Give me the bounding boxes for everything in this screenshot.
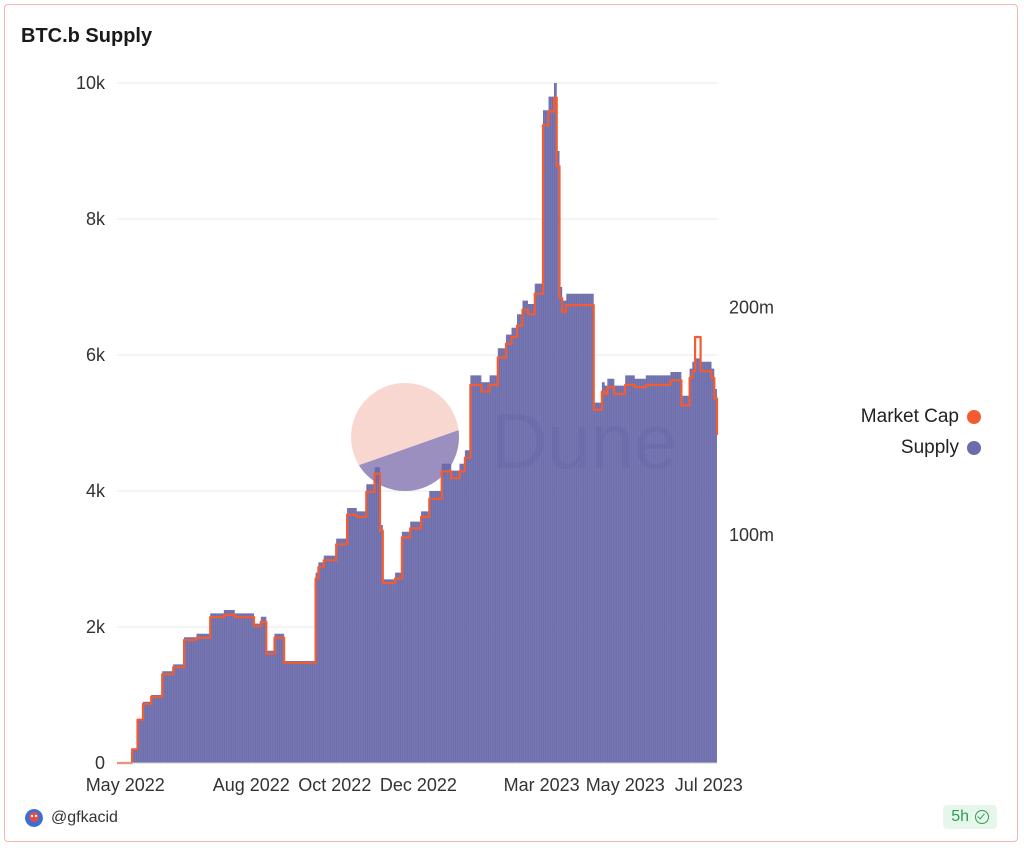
y-right-tick-label: 100m: [729, 525, 774, 545]
freshness-badge[interactable]: 5h: [943, 805, 997, 829]
chart-title: BTC.b Supply: [21, 25, 153, 47]
legend: Market Cap Supply: [861, 401, 981, 463]
chart-card: BTC.b Supply Dune 02k4k6k8k10k100m200mMa…: [4, 4, 1018, 842]
market-cap-line: [117, 96, 719, 765]
y-tick-label: 0: [95, 753, 105, 773]
x-tick-label: Aug 2022: [213, 775, 290, 795]
legend-dot-supply: [967, 440, 981, 455]
x-tick-label: Oct 2022: [298, 775, 371, 795]
check-circle-icon: [975, 810, 989, 824]
legend-item-supply[interactable]: Supply: [861, 432, 981, 463]
x-tick-label: Mar 2023: [504, 775, 580, 795]
y-tick-label: 6k: [86, 345, 106, 365]
y-tick-label: 8k: [86, 209, 106, 229]
author-username: @gfkacid: [51, 809, 118, 826]
avatar-icon: [25, 809, 43, 827]
avatar: [25, 809, 43, 827]
y-tick-label: 10k: [76, 73, 106, 93]
axis-layer: 0 2k 4k 6k 8k 10k 100m 200m May 2022 Aug 2022 Oct …: [76, 73, 774, 795]
y-tick-label: 4k: [86, 481, 106, 501]
author[interactable]: @gfkacid: [25, 809, 118, 827]
x-tick-label: May 2022: [86, 775, 165, 795]
legend-dot-market-cap: [967, 409, 981, 424]
x-tick-label: Dec 2022: [380, 775, 457, 795]
legend-item-market-cap[interactable]: Market Cap: [861, 401, 981, 432]
x-tick-label: May 2023: [586, 775, 665, 795]
supply-area: [117, 83, 717, 763]
y-tick-label: 2k: [86, 617, 106, 637]
freshness-label: 5h: [951, 808, 969, 825]
legend-label-supply: Supply: [900, 436, 959, 458]
legend-label-market-cap: Market Cap: [860, 405, 959, 427]
y-right-tick-label: 200m: [729, 297, 774, 317]
x-tick-label: Jul 2023: [675, 775, 743, 795]
